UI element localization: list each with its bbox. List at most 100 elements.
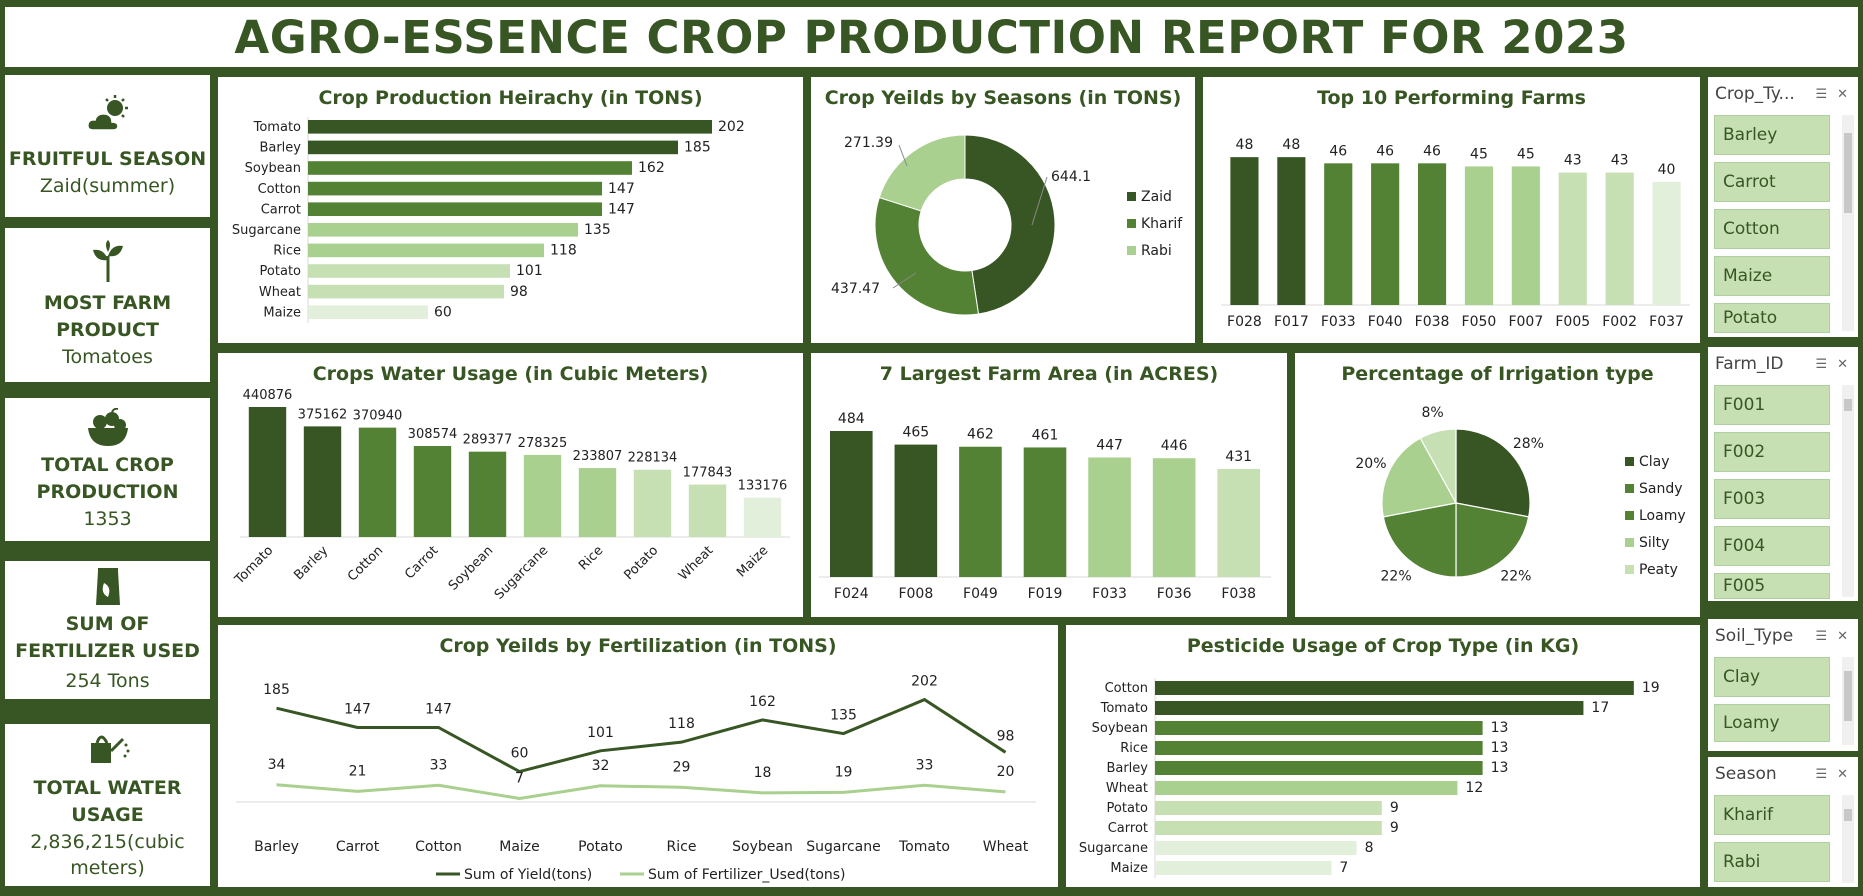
slicer-item[interactable]: Loamy bbox=[1714, 704, 1830, 742]
slicer-header: Crop_Ty... ☰ ✕ bbox=[1708, 77, 1858, 111]
data-label: 13 bbox=[1491, 740, 1509, 756]
watering-can-icon bbox=[90, 735, 129, 763]
bar bbox=[688, 484, 727, 537]
data-label: 437.47 bbox=[831, 281, 880, 297]
data-label: 147 bbox=[344, 701, 371, 717]
slicer-item[interactable]: F001 bbox=[1714, 385, 1830, 425]
multi-select-icon[interactable]: ☰ bbox=[1815, 628, 1828, 644]
slicer-scrollbar[interactable] bbox=[1842, 385, 1854, 597]
data-label: 7 bbox=[1339, 860, 1348, 876]
category-label: Soybean bbox=[732, 839, 793, 855]
category-label: Rice bbox=[273, 244, 301, 259]
kpi-card-most-farm-product: MOST FARM PRODUCT Tomatoes bbox=[5, 228, 210, 382]
multi-select-icon[interactable]: ☰ bbox=[1815, 86, 1828, 102]
category-label: Wheat bbox=[259, 285, 301, 300]
category-label: Rice bbox=[1120, 741, 1148, 756]
slicer-item[interactable]: Potato bbox=[1714, 303, 1830, 333]
slicer-item[interactable]: F004 bbox=[1714, 526, 1830, 566]
heirachy-plot: Tomato 202 Barley 185 Soybean 162 Cotton 147 Car… bbox=[232, 117, 745, 323]
fertilizer-bag-icon bbox=[95, 567, 120, 605]
category-label: Wheat bbox=[983, 839, 1029, 855]
kpi-value: 2,836,215(cubic meters) bbox=[30, 831, 185, 879]
legend-label: Sum of Fertilizer_Used(tons) bbox=[648, 867, 846, 883]
slicer-scrollbar[interactable] bbox=[1842, 115, 1854, 331]
slicer-header: Season ☰ ✕ bbox=[1708, 757, 1858, 791]
bar bbox=[1230, 157, 1259, 305]
legend-swatch bbox=[1625, 511, 1634, 520]
category-label: Barley bbox=[259, 141, 301, 156]
data-label: 185 bbox=[263, 682, 290, 698]
kpi-value: 1353 bbox=[83, 507, 132, 530]
chart-title: Pesticide Usage of Crop Type (in KG) bbox=[1186, 635, 1580, 657]
legend-swatch bbox=[1625, 457, 1634, 466]
data-label: 308574 bbox=[408, 427, 458, 442]
legend-swatch bbox=[1127, 246, 1136, 255]
data-label: 45 bbox=[1470, 146, 1488, 162]
clear-filter-icon[interactable]: ✕ bbox=[1837, 86, 1848, 102]
kpi-card-total-water-usage: TOTAL WATER USAGE 2,836,215(cubic meters… bbox=[5, 724, 210, 886]
bar bbox=[1277, 157, 1306, 305]
area-plot: 484 F024 465 F008 462 F049 461 F019 447 F033 446 F0… bbox=[819, 411, 1271, 602]
slicer-item[interactable]: Maize bbox=[1714, 256, 1830, 296]
bar bbox=[1652, 181, 1681, 305]
legend-swatch bbox=[1127, 219, 1136, 228]
legend-swatch bbox=[1625, 538, 1634, 547]
category-label: Rice bbox=[576, 543, 606, 573]
scrollbar-thumb[interactable] bbox=[1844, 809, 1852, 821]
bar bbox=[829, 431, 873, 577]
clear-filter-icon[interactable]: ✕ bbox=[1837, 628, 1848, 644]
category-label: F038 bbox=[1415, 314, 1450, 330]
bar bbox=[308, 161, 632, 175]
slicer-scrollbar[interactable] bbox=[1842, 795, 1854, 883]
slicer-item[interactable]: F002 bbox=[1714, 432, 1830, 472]
clear-filter-icon[interactable]: ✕ bbox=[1837, 766, 1848, 782]
data-label: 22% bbox=[1500, 568, 1531, 584]
data-label: 19 bbox=[1642, 680, 1660, 696]
donut-slice bbox=[878, 134, 966, 212]
legend-swatch bbox=[1625, 484, 1634, 493]
kpi-label: TOTAL WATER USAGE bbox=[33, 777, 182, 826]
kpi-label: SUM OF FERTILIZER USED bbox=[15, 612, 200, 662]
category-label: Soybean bbox=[1092, 721, 1148, 736]
slicer-item[interactable]: F003 bbox=[1714, 479, 1830, 519]
slicer-scrollbar[interactable] bbox=[1842, 657, 1854, 745]
donut-slice bbox=[964, 134, 1056, 315]
category-label: Carrot bbox=[402, 543, 441, 582]
category-label: Rice bbox=[667, 839, 697, 855]
data-label: 289377 bbox=[463, 433, 513, 448]
slicer-title: Farm_ID bbox=[1715, 354, 1784, 374]
chart-title: Crops Water Usage (in Cubic Meters) bbox=[312, 363, 709, 385]
category-label: F028 bbox=[1227, 314, 1262, 330]
data-label: 9 bbox=[1390, 820, 1399, 836]
slicer-farm-id: Farm_ID ☰ ✕ F001 F002 F003 F004 F005 bbox=[1708, 347, 1858, 601]
slicer-item[interactable]: Clay bbox=[1714, 657, 1830, 697]
multi-select-icon[interactable]: ☰ bbox=[1815, 766, 1828, 782]
slicer-item[interactable]: Rabi bbox=[1714, 842, 1830, 882]
category-label: Barley bbox=[1106, 761, 1148, 776]
bar bbox=[1155, 721, 1483, 735]
bar bbox=[308, 181, 602, 196]
slicer-item[interactable]: Carrot bbox=[1714, 162, 1830, 202]
data-label: 48 bbox=[1282, 137, 1300, 153]
data-label: 135 bbox=[830, 708, 857, 724]
category-label: F019 bbox=[1028, 586, 1063, 602]
data-label: 135 bbox=[584, 222, 611, 238]
chart-pesticide-usage: Pesticide Usage of Crop Type (in KG) Cot… bbox=[1066, 625, 1700, 887]
slicer-item[interactable]: Cotton bbox=[1714, 209, 1830, 249]
clear-filter-icon[interactable]: ✕ bbox=[1837, 356, 1848, 372]
slicer-item[interactable]: Kharif bbox=[1714, 795, 1830, 835]
kpi-value: Tomatoes bbox=[62, 346, 153, 368]
bar bbox=[1155, 841, 1357, 855]
scrollbar-thumb[interactable] bbox=[1844, 133, 1852, 213]
bar bbox=[308, 120, 712, 134]
scrollbar-thumb[interactable] bbox=[1844, 671, 1852, 721]
pie-slice bbox=[1455, 428, 1531, 518]
slicer-item[interactable]: F005 bbox=[1714, 573, 1830, 599]
slicer-header: Farm_ID ☰ ✕ bbox=[1708, 347, 1858, 381]
kpi-label: MOST FARM PRODUCT bbox=[43, 292, 172, 341]
slicer-item[interactable]: Barley bbox=[1714, 115, 1830, 155]
scrollbar-thumb[interactable] bbox=[1844, 399, 1852, 411]
data-label: 271.39 bbox=[844, 135, 893, 151]
multi-select-icon[interactable]: ☰ bbox=[1815, 356, 1828, 372]
category-label: Potato bbox=[1107, 801, 1148, 816]
